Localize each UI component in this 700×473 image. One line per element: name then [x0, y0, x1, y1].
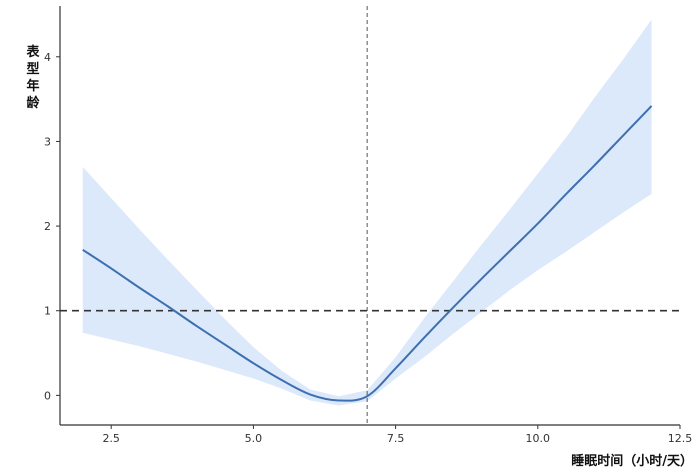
- y-tick-label: 0: [44, 389, 51, 402]
- x-tick-label: 12.5: [668, 432, 693, 445]
- series-line-layer: [82, 105, 653, 402]
- x-axis-title: 睡眠时间（小时/天）: [571, 453, 693, 469]
- x-tick-label: 10.0: [526, 432, 551, 445]
- y-tick-label: 4: [44, 51, 51, 64]
- confidence-band: [82, 19, 652, 406]
- axis-layer: 2.5 5.0 7.5 10.0 12.5 0 1 2 3 4: [44, 6, 692, 445]
- y-tick-label: 1: [44, 305, 51, 318]
- y-axis-title: 表型年龄: [25, 44, 40, 111]
- series-line: [82, 105, 653, 402]
- x-tick-label: 5.0: [245, 432, 263, 445]
- y-tick-label: 3: [44, 135, 51, 148]
- confidence-band-layer: [82, 19, 652, 406]
- reference-line-layer: [60, 6, 680, 425]
- y-tick-label: 2: [44, 220, 51, 233]
- x-tick-label: 2.5: [102, 432, 120, 445]
- x-tick-label: 7.5: [387, 432, 405, 445]
